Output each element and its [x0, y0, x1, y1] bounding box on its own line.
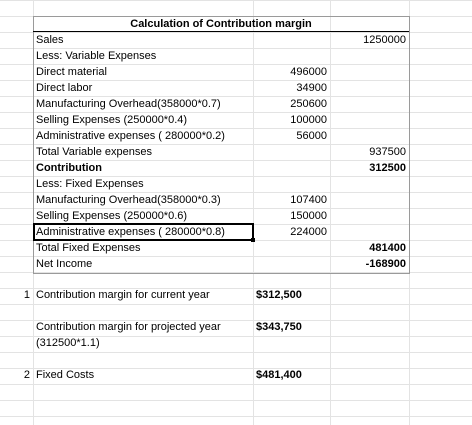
answer-2-number: 2: [23, 369, 30, 381]
row-total[interactable]: [330, 96, 406, 112]
row-amount[interactable]: 107400: [290, 194, 327, 206]
row-total[interactable]: [330, 64, 406, 80]
row-label[interactable]: Contribution: [36, 162, 102, 174]
row-amount[interactable]: [253, 240, 327, 256]
row-total[interactable]: 312500: [369, 162, 406, 174]
sheet-title: Calculation of Contribution margin: [130, 18, 312, 30]
row-amount[interactable]: [253, 48, 327, 64]
row-label[interactable]: Manufacturing Overhead(358000*0.3): [36, 194, 221, 206]
row-amount[interactable]: 496000: [290, 66, 327, 78]
row-label[interactable]: Direct labor: [36, 82, 93, 94]
row-total[interactable]: 1250000: [363, 34, 406, 46]
answer-2-label: Fixed Costs: [36, 369, 95, 381]
title-underline: [33, 31, 409, 32]
row-total[interactable]: [330, 192, 406, 208]
column-divider: [253, 0, 254, 425]
answer-1b-label: Contribution margin for projected year: [36, 321, 221, 333]
answer-1b-formula: (312500*1.1): [36, 337, 100, 349]
row-amount[interactable]: 224000: [290, 226, 327, 238]
row-total[interactable]: 481400: [369, 242, 406, 254]
row-label[interactable]: Total Fixed Expenses: [36, 242, 141, 254]
row-label[interactable]: Manufacturing Overhead(358000*0.7): [36, 98, 221, 110]
row-label[interactable]: Administrative expenses ( 280000*0.8): [36, 226, 225, 238]
row-amount[interactable]: 34900: [296, 82, 327, 94]
row-amount[interactable]: [253, 176, 327, 192]
row-label[interactable]: Less: Variable Expenses: [36, 50, 157, 62]
row-amount[interactable]: 56000: [296, 130, 327, 142]
answer-1-label: Contribution margin for current year: [36, 289, 210, 301]
row-amount[interactable]: 250600: [290, 98, 327, 110]
row-amount[interactable]: [253, 144, 327, 160]
row-label[interactable]: Selling Expenses (250000*0.6): [36, 210, 188, 222]
row-amount[interactable]: 100000: [290, 114, 327, 126]
selected-cell-outline[interactable]: [33, 223, 254, 241]
row-label[interactable]: Selling Expenses (250000*0.4): [36, 114, 188, 126]
row-total[interactable]: -168900: [365, 258, 406, 270]
row-total[interactable]: 937500: [369, 146, 406, 158]
column-divider: [330, 0, 331, 425]
answer-1-number: 1: [23, 289, 30, 301]
row-label[interactable]: Sales: [36, 34, 64, 46]
row-total[interactable]: [330, 208, 406, 224]
row-label[interactable]: Less: Fixed Expenses: [36, 178, 144, 190]
row-label[interactable]: Direct material: [36, 66, 107, 78]
row-amount[interactable]: [253, 256, 327, 272]
row-total[interactable]: [330, 80, 406, 96]
answer-2-value: $481,400: [256, 369, 302, 381]
row-total[interactable]: [330, 48, 406, 64]
answer-1b-value: $343,750: [256, 321, 302, 333]
row-label[interactable]: Net Income: [36, 258, 93, 270]
row-amount[interactable]: 150000: [290, 210, 327, 222]
fill-handle[interactable]: [251, 238, 255, 242]
row-label[interactable]: Total Variable expenses: [36, 146, 152, 158]
row-total[interactable]: [330, 128, 406, 144]
row-label[interactable]: Administrative expenses ( 280000*0.2): [36, 130, 225, 142]
row-amount[interactable]: [253, 32, 327, 48]
row-total[interactable]: [330, 224, 406, 240]
answer-1-value: $312,500: [256, 289, 302, 301]
row-total[interactable]: [330, 176, 406, 192]
row-total[interactable]: [330, 112, 406, 128]
table-border: [33, 16, 410, 274]
row-amount[interactable]: [253, 160, 327, 176]
